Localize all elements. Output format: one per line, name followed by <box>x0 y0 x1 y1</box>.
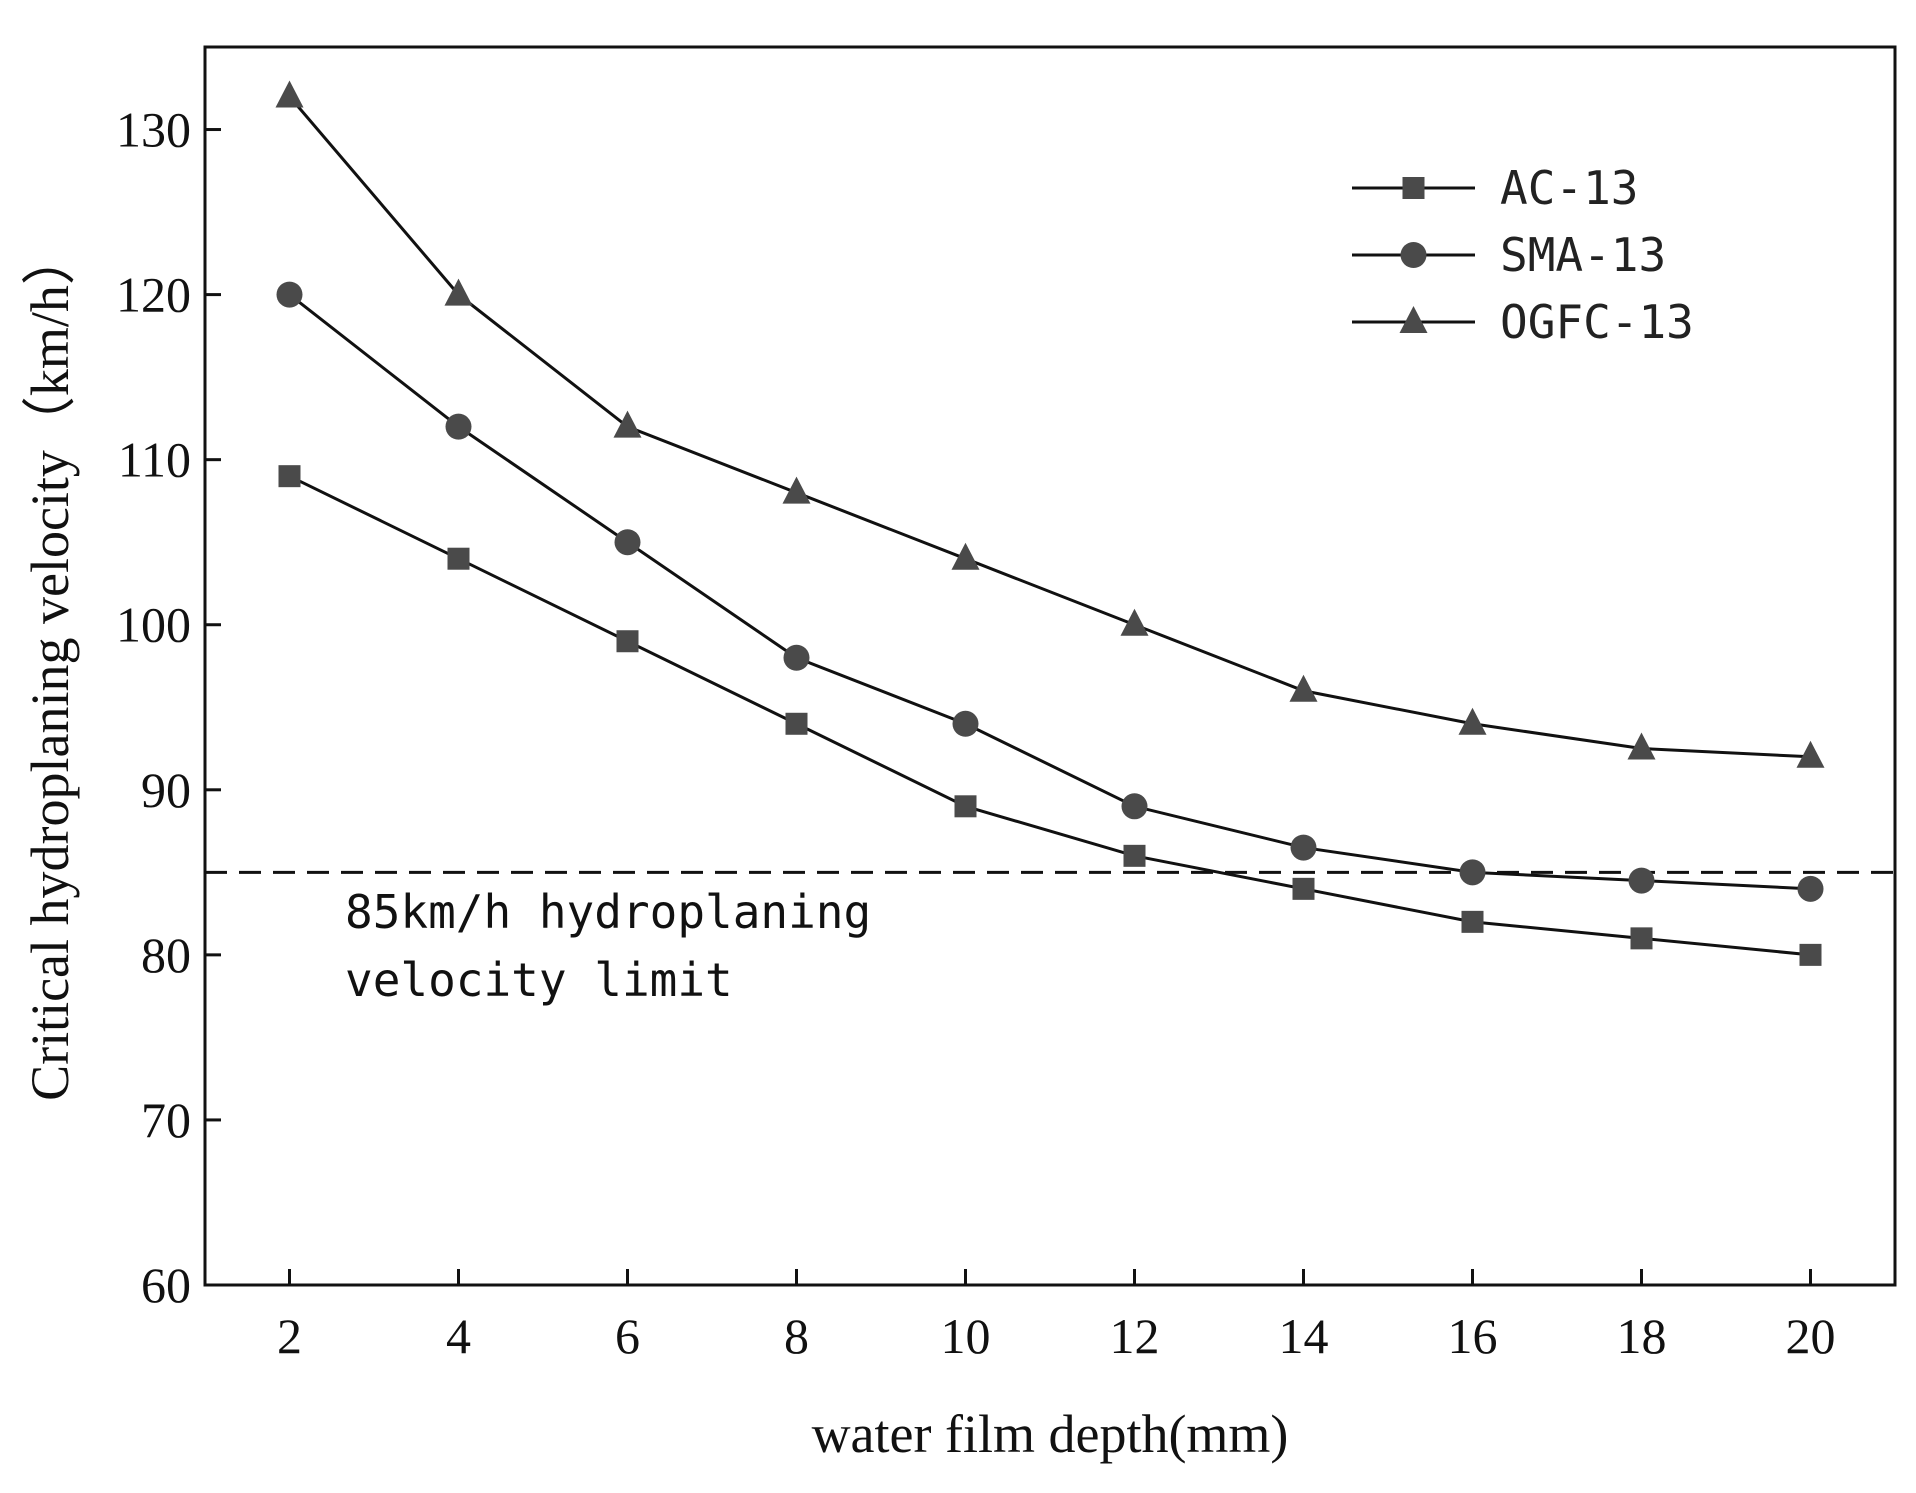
data-point-ac-13 <box>447 547 470 570</box>
legend: AC-13 SMA-13 OGFC-13 <box>1352 161 1694 349</box>
x-tick-label: 12 <box>1110 1308 1160 1364</box>
data-point-ogfc-13 <box>275 80 304 108</box>
data-point-sma-13 <box>276 281 303 308</box>
data-point-ogfc-13 <box>782 476 811 504</box>
data-point-sma-13 <box>614 529 641 556</box>
data-point-ac-13 <box>278 465 301 488</box>
series-line-ogfc-13 <box>288 95 1811 759</box>
x-tick-label: 8 <box>784 1308 809 1364</box>
x-tick-label: 18 <box>1617 1308 1667 1364</box>
data-point-ogfc-13 <box>444 278 473 306</box>
x-tick-label: 14 <box>1279 1308 1329 1364</box>
data-point-sma-13 <box>1797 875 1824 902</box>
legend-marker-sma-13 <box>1400 242 1427 268</box>
legend-marker-ac-13 <box>1402 177 1425 199</box>
x-tick-label: 6 <box>615 1308 640 1364</box>
data-point-ogfc-13 <box>1458 707 1487 735</box>
data-point-sma-13 <box>1290 834 1317 861</box>
y-tick-label: 70 <box>141 1092 191 1148</box>
x-axis-title: water film depth(mm) <box>812 1404 1289 1464</box>
data-point-ac-13 <box>1799 943 1822 966</box>
x-tick-label: 16 <box>1448 1308 1498 1364</box>
series-layer <box>275 80 1825 966</box>
data-point-ac-13 <box>1292 877 1315 900</box>
data-point-ogfc-13 <box>613 410 642 438</box>
x-tick-label: 2 <box>277 1308 302 1364</box>
reference-label-line-1: 85km/h hydroplaning <box>345 885 871 939</box>
y-tick-label: 130 <box>116 102 191 158</box>
y-tick-label: 110 <box>118 432 191 488</box>
y-axis-title: Critical hydroplaning velocity（km/h） <box>20 231 80 1101</box>
x-tick-label: 20 <box>1786 1308 1836 1364</box>
data-point-ac-13 <box>954 795 977 818</box>
y-axis: 60 70 80 90 100 110 120 130 <box>116 102 221 1313</box>
data-point-sma-13 <box>1459 859 1486 886</box>
series-ac-13 <box>278 465 1822 966</box>
legend-label-ogfc-13: OGFC-13 <box>1500 295 1694 349</box>
plot-frame <box>203 45 1897 1287</box>
x-tick-label: 4 <box>446 1308 471 1364</box>
data-point-ac-13 <box>1461 910 1484 933</box>
y-tick-label: 100 <box>116 597 191 653</box>
data-point-sma-13 <box>445 413 472 440</box>
y-tick-label: 80 <box>141 927 191 983</box>
data-point-ogfc-13 <box>951 542 980 570</box>
data-point-ac-13 <box>616 630 639 653</box>
data-point-sma-13 <box>783 644 810 671</box>
x-axis: 2 4 6 8 10 12 14 16 18 20 <box>277 1269 1836 1364</box>
data-point-ac-13 <box>1630 927 1653 950</box>
data-point-ogfc-13 <box>1289 674 1318 702</box>
data-point-sma-13 <box>1628 867 1655 894</box>
x-tick-label: 10 <box>941 1308 991 1364</box>
series-sma-13 <box>276 281 1824 902</box>
series-line-ac-13 <box>288 474 1811 957</box>
y-tick-label: 90 <box>141 762 191 818</box>
y-tick-label: 120 <box>116 267 191 323</box>
data-point-ac-13 <box>1123 844 1146 867</box>
series-ogfc-13 <box>275 80 1825 768</box>
data-point-ogfc-13 <box>1120 608 1149 636</box>
y-tick-label: 60 <box>141 1257 191 1313</box>
data-point-ac-13 <box>785 712 808 735</box>
legend-marker-ogfc-13 <box>1399 306 1428 333</box>
legend-label-sma-13: SMA-13 <box>1500 228 1666 282</box>
legend-label-ac-13: AC-13 <box>1500 161 1638 215</box>
reference-label-line-2: velocity limit <box>345 953 733 1007</box>
data-point-ogfc-13 <box>1796 740 1825 768</box>
series-line-sma-13 <box>288 293 1811 891</box>
data-point-sma-13 <box>952 710 979 737</box>
data-point-ogfc-13 <box>1627 732 1656 760</box>
data-point-sma-13 <box>1121 793 1148 820</box>
